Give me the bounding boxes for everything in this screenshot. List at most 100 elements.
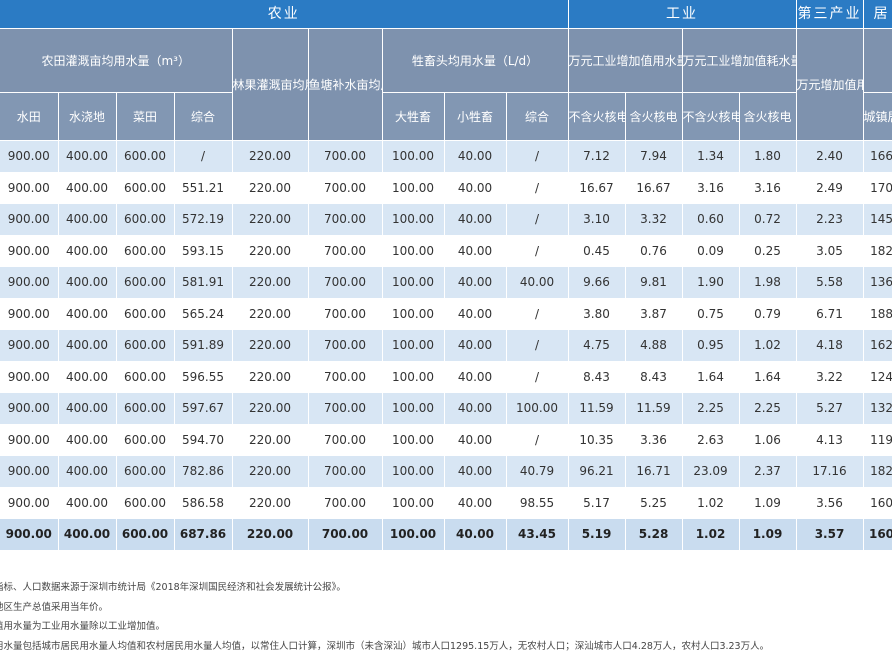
footnote: 指标、人口数据来源于深圳市统计局《2018年深圳国民经济和社会发展统计公报》。 (0, 582, 346, 593)
water-quota-table: 农业 工业 第三产业 居 农田灌溉亩均用水量（m³） 林果灌溉亩均用水量（m³）… (0, 0, 892, 551)
header-with-thermal-2: 含火核电 (739, 92, 797, 141)
table-cell: 40.00 (444, 172, 507, 204)
table-cell: 100.00 (382, 518, 445, 551)
table-cell: 700.00 (308, 235, 383, 267)
table-cell: 1.06 (739, 424, 797, 456)
header-forest: 林果灌溉亩均用水量（m³） (232, 28, 309, 141)
table-cell: 100.00 (382, 172, 445, 204)
header-resident: 居 (863, 0, 892, 29)
table-cell: 900.00 (0, 266, 59, 299)
table-cell: 900.00 (0, 203, 59, 236)
header-resident-sub: 城镇居民 (863, 92, 892, 141)
header-resident-blank (863, 28, 892, 93)
table-cell: 220.00 (232, 487, 309, 519)
header-small-livestock: 小牲畜 (444, 92, 507, 141)
table-cell: 1.64 (682, 361, 740, 393)
table-cell: / (506, 235, 569, 267)
header-fishpond: 鱼塘补水亩均用水量（m³） (308, 28, 383, 141)
table-cell: 0.79 (739, 298, 797, 330)
table-cell: 220.00 (232, 298, 309, 330)
table-row: 900.00 400.00 600.00 597.67 220.00 700.00 100.… (0, 392, 892, 425)
table-cell: 0.95 (682, 329, 740, 362)
table-cell: 700.00 (308, 361, 383, 393)
table-cell: 100.00 (382, 361, 445, 393)
table-cell: 600.00 (116, 329, 175, 362)
table-cell: 166 (863, 140, 892, 173)
table-cell: 1.98 (739, 266, 797, 299)
table-row: 900.00 400.00 600.00 594.70 220.00 700.00 100.… (0, 424, 892, 456)
table-cell: 220.00 (232, 172, 309, 204)
table-cell: 900.00 (0, 424, 59, 456)
table-cell: 700.00 (308, 298, 383, 330)
table-cell: 96.21 (568, 455, 626, 488)
table-row: 900.00 400.00 600.00 551.21 220.00 700.00 100.… (0, 172, 892, 204)
table-cell: 5.25 (625, 487, 683, 519)
table-cell: 9.66 (568, 266, 626, 299)
table-cell: 600.00 (116, 487, 175, 519)
table-cell: 900.00 (0, 235, 59, 267)
table-cell: 900.00 (0, 518, 59, 551)
table-cell: 5.58 (796, 266, 864, 299)
table-cell: 40.00 (444, 392, 507, 425)
table-cell: 600.00 (116, 298, 175, 330)
table-cell: 687.86 (174, 518, 233, 551)
table-cell: 9.81 (625, 266, 683, 299)
table-cell: 1.09 (739, 518, 797, 551)
header-big-livestock: 大牲畜 (382, 92, 445, 141)
table-cell: 1.90 (682, 266, 740, 299)
table-cell: 2.49 (796, 172, 864, 204)
table-cell: 700.00 (308, 203, 383, 236)
table-cell: 600.00 (116, 266, 175, 299)
header-livestock-overall: 综合 (506, 92, 569, 141)
table-cell: 400.00 (58, 361, 117, 393)
table-cell: 700.00 (308, 518, 383, 551)
table-cell: 400.00 (58, 424, 117, 456)
table-cell: 586.58 (174, 487, 233, 519)
table-cell: 0.75 (682, 298, 740, 330)
table-cell: 700.00 (308, 172, 383, 204)
table-cell: 100.00 (506, 392, 569, 425)
table-cell: 40.00 (444, 298, 507, 330)
table-row: 900.00 400.00 600.00 581.91 220.00 700.00 100.… (0, 266, 892, 299)
table-cell: 700.00 (308, 329, 383, 362)
table-cell: 170 (863, 172, 892, 204)
table-cell: 3.10 (568, 203, 626, 236)
table-cell: 145 (863, 203, 892, 236)
table-cell: 220.00 (232, 140, 309, 173)
header-tertiary: 第三产业 (796, 0, 864, 29)
table-cell: 591.89 (174, 329, 233, 362)
table-cell: 160 (863, 487, 892, 519)
table-cell: 40.00 (444, 329, 507, 362)
table-cell: 2.37 (739, 455, 797, 488)
table-cell: 16.67 (625, 172, 683, 204)
table-cell: 600.00 (116, 140, 175, 173)
table-cell: 400.00 (58, 140, 117, 173)
table-cell: 400.00 (58, 518, 117, 551)
table-cell: 2.40 (796, 140, 864, 173)
table-cell: 2.25 (739, 392, 797, 425)
table-cell: 220.00 (232, 518, 309, 551)
table-cell: 400.00 (58, 455, 117, 488)
table-cell: 700.00 (308, 266, 383, 299)
table-cell: 182 (863, 455, 892, 488)
table-cell: 182 (863, 235, 892, 267)
table-cell: 3.87 (625, 298, 683, 330)
table-cell: 900.00 (0, 172, 59, 204)
table-cell: 8.43 (568, 361, 626, 393)
table-cell: 0.60 (682, 203, 740, 236)
table-cell: 3.57 (796, 518, 864, 551)
table-cell: 1.34 (682, 140, 740, 173)
table-cell: 3.56 (796, 487, 864, 519)
table-cell: 3.32 (625, 203, 683, 236)
table-cell: 600.00 (116, 424, 175, 456)
table-cell: 100.00 (382, 140, 445, 173)
footnote: 值用水量为工业用水量除以工业增加值。 (0, 621, 166, 632)
table-cell: 100.00 (382, 298, 445, 330)
table-cell: 188 (863, 298, 892, 330)
table-cell: 220.00 (232, 361, 309, 393)
table-cell: 400.00 (58, 487, 117, 519)
table-cell: 700.00 (308, 424, 383, 456)
table-cell: / (506, 329, 569, 362)
table-cell: 100.00 (382, 424, 445, 456)
table-cell: 40.00 (444, 518, 507, 551)
